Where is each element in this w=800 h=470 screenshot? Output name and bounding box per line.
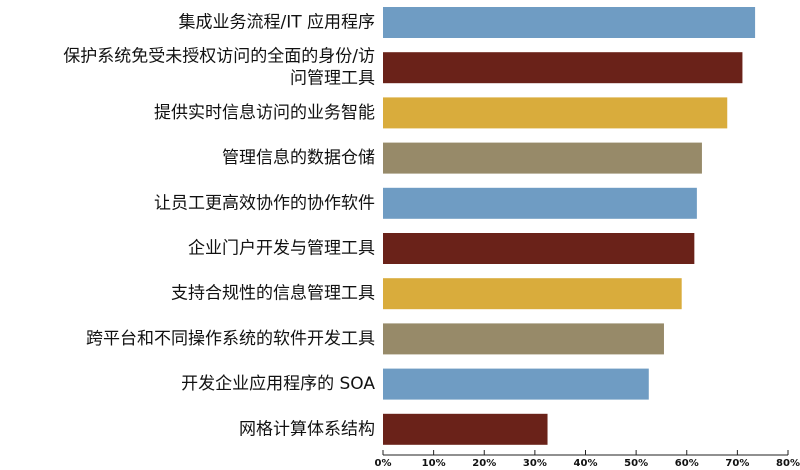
bar-5: [383, 233, 695, 264]
x-tick-label-4: 40%: [574, 458, 598, 469]
category-label-1-line-1: 问管理工具: [290, 69, 375, 89]
bar-1: [383, 52, 743, 84]
x-tick-label-0: 0%: [375, 458, 392, 469]
category-label-1-line-0: 保护系统免受未授权访问的全面的身份/访: [63, 47, 375, 67]
category-label-0: 集成业务流程/IT 应用程序: [178, 13, 375, 33]
x-tick-label-6: 60%: [675, 458, 699, 469]
category-label-2: 提供实时信息访问的业务智能: [154, 103, 375, 123]
x-tick-label-2: 20%: [472, 458, 496, 469]
x-tick-label-5: 50%: [624, 458, 648, 469]
bar-8: [383, 368, 649, 400]
x-tick-label-1: 10%: [422, 458, 446, 469]
category-labels-group: 集成业务流程/IT 应用程序保护系统免受未授权访问的全面的身份/访问管理工具提供…: [63, 13, 375, 440]
bar-9: [383, 413, 548, 445]
category-label-9: 网格计算体系结构: [239, 419, 375, 439]
category-label-6: 支持合规性的信息管理工具: [171, 284, 375, 304]
x-tick-label-7: 70%: [725, 458, 749, 469]
category-label-8: 开发企业应用程序的 SOA: [181, 374, 375, 394]
bar-7: [383, 323, 664, 355]
bars-group: [383, 7, 756, 445]
category-label-5: 企业门户开发与管理工具: [188, 239, 375, 259]
x-axis: 0% 10% 20% 30% 40% 50% 60% 70% 80%: [375, 450, 800, 469]
category-label-3: 管理信息的数据仓储: [222, 148, 375, 168]
x-tick-label-3: 30%: [523, 458, 547, 469]
bar-0: [383, 7, 756, 38]
bar-4: [383, 187, 697, 219]
x-tick-label-8: 80%: [776, 458, 800, 469]
category-label-4: 让员工更高效协作的协作软件: [154, 193, 375, 213]
bar-6: [383, 278, 682, 310]
bar-2: [383, 97, 728, 129]
bar-3: [383, 142, 702, 174]
category-label-7: 跨平台和不同操作系统的软件开发工具: [86, 329, 375, 349]
